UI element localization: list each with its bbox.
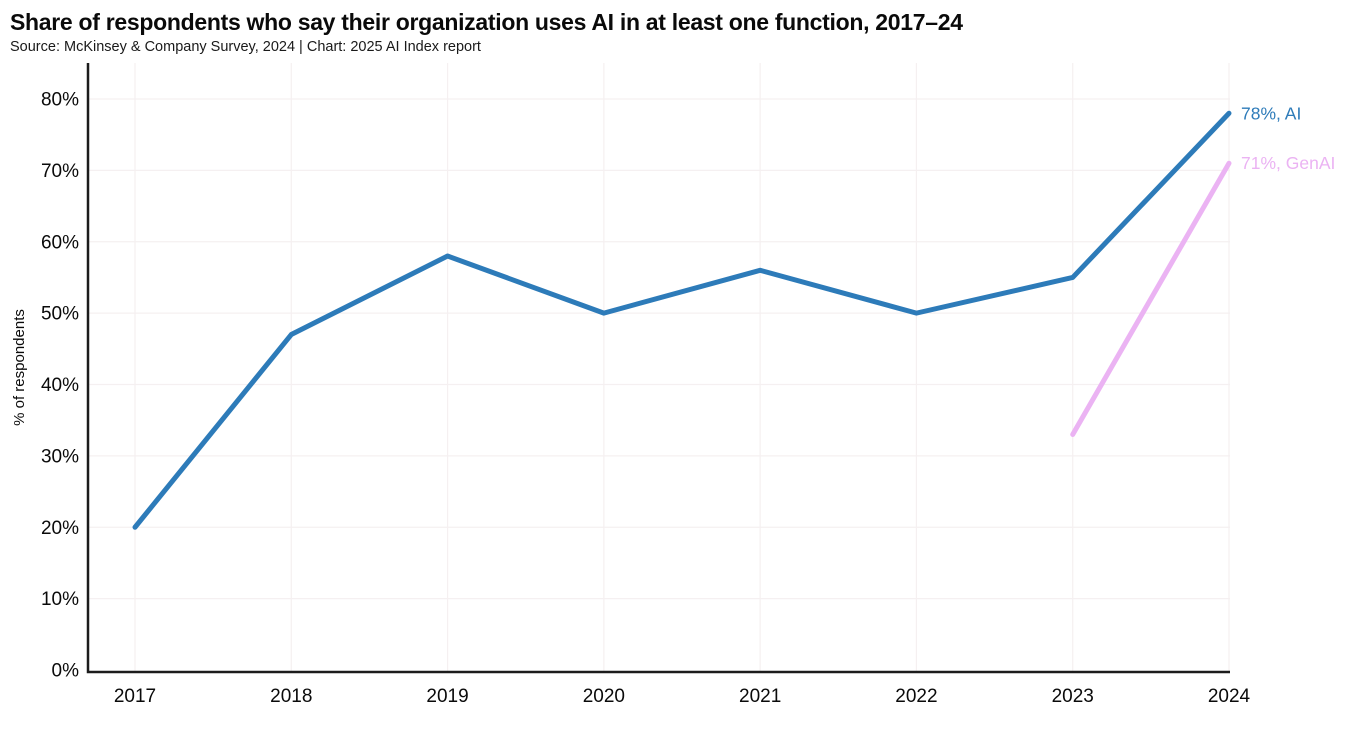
y-tick-label: 70%	[41, 161, 79, 182]
series-line-ai	[132, 110, 1232, 530]
y-tick-label: 0%	[52, 661, 80, 682]
x-tick-label: 2018	[270, 686, 312, 707]
x-tick-label: 2022	[895, 686, 937, 707]
y-tick-label: 40%	[41, 375, 79, 396]
series-end-label-ai: 78%, AI	[1241, 103, 1301, 123]
x-tick-label: 2023	[1052, 686, 1094, 707]
y-tick-label: 60%	[41, 232, 79, 253]
y-tick-label: 20%	[41, 518, 79, 539]
chart-source: Source: McKinsey & Company Survey, 2024 …	[10, 38, 481, 55]
y-tick-label: 80%	[41, 90, 79, 111]
chart-canvas: 0% 10% 20% 30% 40% 50% 60% 70% 80% 2017 2018 2019 20…	[11, 63, 1335, 707]
series-line-genai	[1070, 160, 1232, 438]
line-chart: 0% 10% 20% 30% 40% 50% 60% 70% 80% 2017 2018 2019 20…	[0, 56, 1350, 720]
y-tick-label: 10%	[41, 589, 79, 610]
chart-header: Share of respondents who say their organ…	[0, 0, 1350, 56]
chart-title: Share of respondents who say their organ…	[10, 9, 963, 35]
x-tick-label: 2024	[1208, 686, 1251, 707]
x-tick-label: 2020	[583, 686, 625, 707]
y-tick-label: 30%	[41, 447, 79, 468]
x-tick-label: 2019	[426, 686, 468, 707]
x-tick-label: 2017	[114, 686, 156, 707]
axis-lines	[86, 63, 1230, 674]
y-tick-label: 50%	[41, 304, 79, 325]
series-end-label-genai: 71%, GenAI	[1241, 153, 1335, 173]
x-tick-label: 2021	[739, 686, 781, 707]
y-axis-title: % of respondents	[11, 309, 28, 426]
